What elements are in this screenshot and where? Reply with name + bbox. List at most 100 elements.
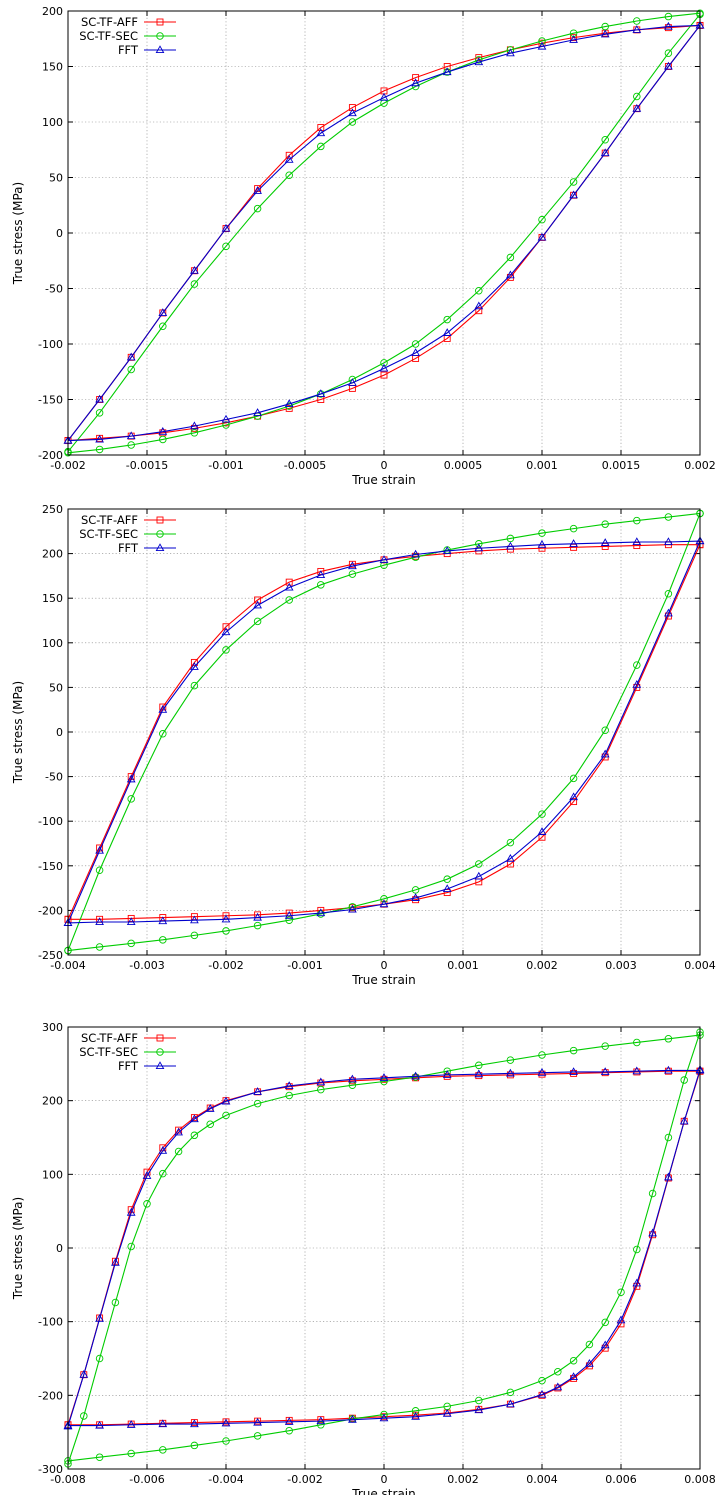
- data-point: [585, 1340, 594, 1349]
- data-point: [475, 286, 483, 295]
- data-point: [379, 1073, 389, 1081]
- data-point: [348, 904, 357, 913]
- data-point: [317, 581, 325, 589]
- chart-panel-3: -0.008 -0.006 -0.004 -0.002 0 0.002 0.004 0.006…: [11, 1021, 716, 1495]
- data-point: [633, 1038, 641, 1047]
- y-tick-label: -300: [38, 1463, 63, 1476]
- data-point: [348, 378, 357, 386]
- data-point: [253, 408, 262, 416]
- x-tick-label: -0.002: [287, 1473, 322, 1486]
- data-point: [158, 1146, 168, 1154]
- data-point: [159, 730, 167, 738]
- y-tick-label: 150: [42, 61, 63, 74]
- data-point: [442, 67, 452, 76]
- x-axis-label: True strain: [351, 1487, 416, 1495]
- data-point: [411, 1411, 420, 1420]
- data-point: [158, 916, 168, 925]
- data-point: [538, 215, 546, 224]
- data-point: [664, 1065, 673, 1074]
- data-point: [633, 92, 641, 101]
- data-point: [95, 1354, 104, 1363]
- data-point: [632, 25, 642, 33]
- data-point: [127, 939, 135, 948]
- y-tick-label: 150: [42, 592, 63, 605]
- data-point: [316, 128, 326, 137]
- data-point: [127, 914, 135, 922]
- data-point: [127, 441, 135, 449]
- data-point: [253, 1087, 262, 1095]
- data-point: [569, 1067, 578, 1075]
- data-point: [158, 704, 168, 713]
- data-point: [348, 903, 357, 911]
- series-line-upper: [67, 1069, 700, 1427]
- data-point: [379, 363, 389, 372]
- data-point: [284, 911, 294, 919]
- x-tick-label: -0.0005: [284, 459, 326, 472]
- data-point: [506, 541, 515, 550]
- x-tick-label: -0.002: [50, 459, 85, 472]
- data-point: [569, 1372, 578, 1380]
- data-point: [538, 529, 546, 537]
- x-tick-label: 0.004: [526, 1473, 558, 1486]
- data-point: [222, 1437, 230, 1445]
- data-point: [348, 1414, 357, 1423]
- series-line-upper: [67, 1070, 700, 1425]
- data-point: [127, 1449, 135, 1458]
- data-point: [221, 223, 231, 232]
- x-tick-label: 0.004: [684, 959, 716, 972]
- data-point: [648, 1228, 657, 1237]
- data-point: [506, 853, 515, 862]
- y-tick-label: 250: [42, 503, 63, 516]
- data-point: [569, 792, 578, 801]
- data-point: [443, 63, 451, 70]
- data-point: [474, 1069, 484, 1078]
- data-point: [411, 1407, 420, 1415]
- data-point: [95, 445, 104, 454]
- y-axis-label: True stress (MPa): [11, 681, 25, 784]
- data-point: [538, 810, 546, 818]
- data-point: [253, 600, 262, 609]
- data-point: [506, 1056, 515, 1064]
- data-point: [442, 546, 452, 554]
- data-point: [190, 1419, 199, 1428]
- series-line-upper: [67, 24, 701, 441]
- plot-frame: [67, 10, 701, 456]
- data-point: [126, 917, 136, 926]
- data-point: [475, 56, 483, 64]
- data-point: [221, 914, 231, 923]
- data-point: [284, 582, 294, 591]
- data-point: [553, 1382, 563, 1391]
- data-point: [475, 540, 483, 548]
- data-point: [664, 1133, 673, 1142]
- x-tick-label: -0.004: [50, 959, 85, 972]
- data-point: [680, 1076, 688, 1084]
- data-point: [348, 1074, 357, 1083]
- data-point: [205, 1104, 215, 1112]
- legend-marker: [156, 530, 164, 538]
- series-line-upper: [67, 1034, 701, 1465]
- data-point: [284, 1417, 294, 1425]
- y-tick-label: -50: [45, 283, 63, 296]
- y-tick-label: -150: [38, 860, 63, 873]
- data-point: [538, 1051, 546, 1059]
- x-tick-label: 0.003: [605, 959, 637, 972]
- data-point: [411, 348, 420, 356]
- series-line-upper: [67, 12, 701, 453]
- data-point: [679, 1116, 689, 1125]
- series-line-upper: [67, 512, 701, 951]
- data-point: [474, 57, 484, 66]
- y-tick-label: 200: [42, 5, 63, 18]
- data-point: [159, 1169, 167, 1178]
- series-line-lower: [68, 1071, 701, 1426]
- data-point: [95, 1420, 104, 1429]
- legend-label: FFT: [118, 1059, 139, 1073]
- data-point: [569, 35, 578, 43]
- data-point: [348, 570, 357, 578]
- data-point: [600, 29, 610, 38]
- data-point: [411, 886, 420, 894]
- series-line-lower: [67, 513, 701, 952]
- data-point: [253, 1432, 262, 1440]
- data-point: [633, 17, 641, 25]
- data-point: [585, 1358, 594, 1367]
